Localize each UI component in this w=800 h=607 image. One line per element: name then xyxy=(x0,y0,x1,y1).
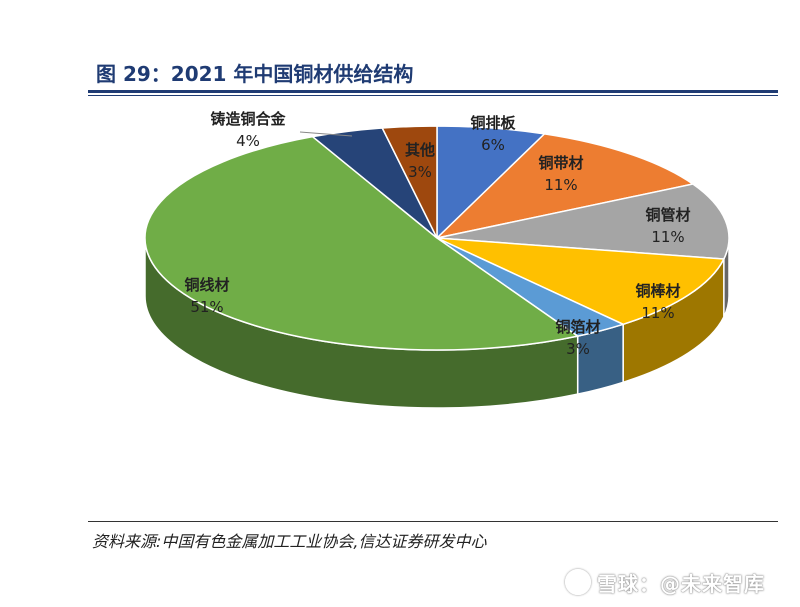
slice-value-6: 4% xyxy=(236,132,260,150)
snowball-logo-icon xyxy=(565,569,591,595)
chart-title: 图 29：2021 年中国铜材供给结构 xyxy=(96,62,414,86)
slice-label-1: 铜带材 xyxy=(538,154,583,172)
pie-slice-1 xyxy=(434,133,695,240)
pie-slice-3 xyxy=(436,237,725,326)
slice-label-2: 铜管材 xyxy=(645,206,690,224)
slice-value-1: 11% xyxy=(544,176,577,194)
source-rule xyxy=(88,521,778,522)
slice-label-5: 铜线材 xyxy=(184,276,229,294)
slice-value-3: 11% xyxy=(641,304,674,322)
slice-label-6: 铸造铜合金 xyxy=(210,110,286,128)
pie-slice-7 xyxy=(381,125,438,239)
watermark: 雪球：@未来智库 xyxy=(565,568,765,597)
slice-value-0: 6% xyxy=(481,136,505,154)
slice-label-7: 其他 xyxy=(405,141,435,159)
watermark-text: 雪球：@未来智库 xyxy=(597,572,765,596)
source-note: 资料来源:中国有色金属加工工业协会,信达证券研发中心 xyxy=(92,532,487,551)
slice-label-4: 铜箔材 xyxy=(555,318,600,336)
title-rule-thin xyxy=(88,95,778,96)
leader-line xyxy=(299,131,353,137)
pie-slice-5 xyxy=(144,135,580,351)
pie-slice-2 xyxy=(436,183,730,260)
slice-value-4: 3% xyxy=(566,340,590,358)
slice-value-7: 3% xyxy=(408,163,432,181)
slice-value-5: 51% xyxy=(190,298,223,316)
slice-value-2: 11% xyxy=(651,228,684,246)
slice-label-3: 铜棒材 xyxy=(635,282,680,300)
slice-label-0: 铜排板 xyxy=(470,114,516,132)
title-rule xyxy=(88,90,778,93)
